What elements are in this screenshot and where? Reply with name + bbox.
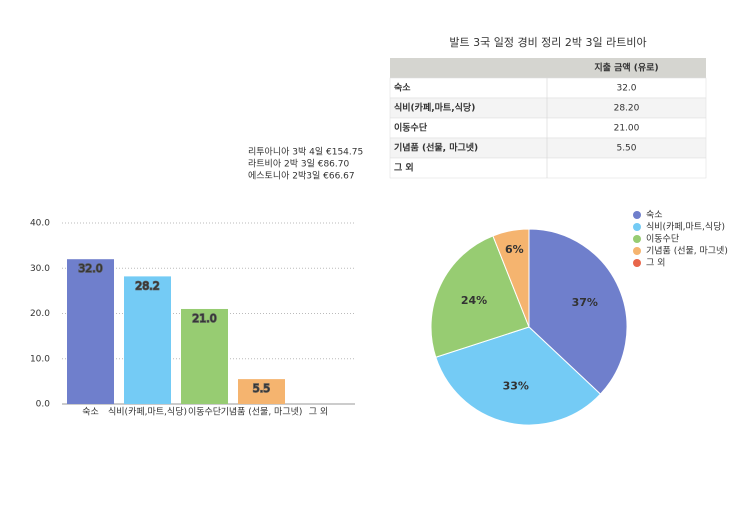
pie-slice: [528, 228, 628, 395]
table-cell: 32.0: [616, 84, 636, 94]
legend-swatch: [633, 211, 641, 219]
table-cell: 5.50: [616, 144, 636, 154]
slice-label: 37%: [572, 296, 598, 309]
table-row: [389, 77, 707, 99]
table-cell: 28.20: [614, 104, 640, 114]
slice-label: 6%: [505, 243, 524, 256]
table-cell: 이동수단: [394, 122, 428, 134]
legend-swatch: [633, 247, 641, 255]
table-cell: 식비(카페,마트,식당): [394, 102, 475, 114]
y-tick-label: 10.0: [30, 354, 50, 364]
legend-label: 이동수단: [646, 234, 679, 245]
x-tick-label: 그 외: [309, 406, 328, 418]
bar: [124, 276, 171, 404]
bar: [238, 379, 285, 404]
legend-swatch: [633, 235, 641, 243]
table-cell: 21.00: [614, 124, 640, 134]
table-header-bg: [390, 58, 706, 78]
note: 리투아니아 3박 4일 €154.75: [248, 147, 363, 158]
x-tick-label: 식비(카페,마트,식당): [108, 407, 187, 418]
x-tick-label: 이동수단: [188, 407, 221, 418]
bar: [181, 308, 228, 404]
note: 라트비아 2박 3일 €86.70: [248, 159, 349, 170]
bar-label: 21.0: [192, 312, 217, 325]
table-row: [389, 157, 707, 179]
bar-label: 5.5: [253, 382, 271, 395]
table-title: 발트 3국 일정 경비 정리 2박 3일 라트비아: [449, 35, 646, 49]
x-tick-label: 기념품 (선물, 마그넷): [221, 407, 303, 418]
legend-swatch: [633, 259, 641, 267]
table-cell: 기념품 (선물, 마그넷): [394, 142, 478, 154]
legend-label: 그 외: [646, 257, 665, 269]
bar-label: 32.0: [78, 262, 103, 275]
y-tick-label: 40.0: [30, 219, 50, 229]
slice-label: 33%: [503, 379, 529, 392]
y-tick-label: 20.0: [30, 309, 50, 319]
y-tick-label: 30.0: [30, 264, 50, 274]
legend-label: 기념품 (선물, 마그넷): [646, 246, 728, 257]
bar-label: 28.2: [135, 279, 160, 292]
table-row: [389, 117, 707, 139]
table-cell: 숙소: [394, 82, 411, 94]
y-tick-label: 0.0: [36, 400, 51, 410]
legend-label: 숙소: [646, 210, 663, 221]
bar: [67, 259, 114, 404]
table-header: 지출 금액 (유로): [594, 62, 658, 74]
table-cell: 그 외: [394, 162, 414, 174]
slice-label: 24%: [461, 294, 487, 307]
legend-swatch: [633, 223, 641, 231]
legend-label: 식비(카페,마트,식당): [646, 222, 725, 233]
note: 에스토니아 2박3일 €66.67: [248, 171, 355, 182]
x-tick-label: 숙소: [82, 407, 99, 418]
pie-slice: [492, 228, 530, 328]
pie-slice: [435, 326, 602, 426]
